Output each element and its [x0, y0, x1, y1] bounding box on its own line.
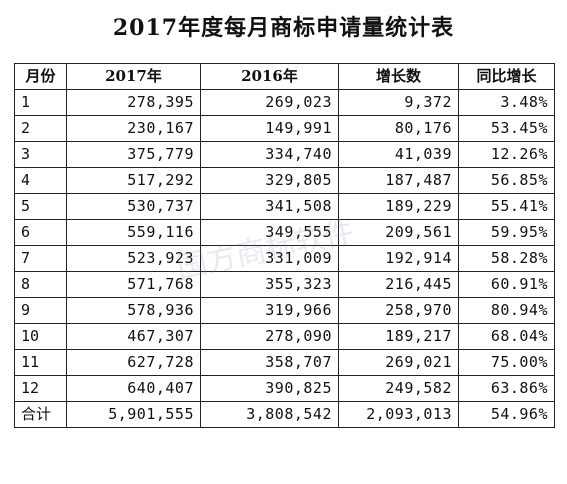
table-row: 6 559,116 349,555 209,561 59.95%	[14, 219, 555, 246]
yoy-growth-cell: 12.26%	[458, 141, 555, 168]
header-month: 月份	[14, 63, 67, 90]
table-title: 2017年度每月商标申请量统计表	[112, 15, 455, 41]
table-row: 11 627,728 358,707 269,021 75.00%	[14, 349, 555, 376]
table-row: 8 571,768 355,323 216,445 60.91%	[14, 271, 555, 298]
total-2017: 5,901,555	[66, 401, 201, 428]
table-row: 3 375,779 334,740 41,039 12.26%	[14, 141, 555, 168]
yoy-growth-cell: 3.48%	[458, 89, 555, 116]
increase-cell: 189,217	[338, 323, 459, 350]
yoy-growth-cell: 60.91%	[458, 271, 555, 298]
value-2017-cell: 571,768	[66, 271, 201, 298]
month-cell: 8	[14, 271, 67, 298]
increase-cell: 269,021	[338, 349, 459, 376]
value-2017-cell: 640,407	[66, 375, 201, 402]
table-row: 5 530,737 341,508 189,229 55.41%	[14, 193, 555, 220]
value-2016-cell: 331,009	[200, 245, 339, 272]
table-row: 2 230,167 149,991 80,176 53.45%	[14, 115, 555, 142]
month-cell: 6	[14, 219, 67, 246]
value-2017-cell: 627,728	[66, 349, 201, 376]
month-cell: 2	[14, 115, 67, 142]
header-2017: 2017年	[66, 63, 201, 90]
increase-cell: 41,039	[338, 141, 459, 168]
value-2017-cell: 578,936	[66, 297, 201, 324]
header-yoy-growth: 同比增长	[458, 63, 555, 90]
increase-cell: 249,582	[338, 375, 459, 402]
table-row: 7 523,923 331,009 192,914 58.28%	[14, 245, 555, 272]
total-label: 合计	[14, 401, 67, 428]
yoy-growth-cell: 80.94%	[458, 297, 555, 324]
value-2016-cell: 390,825	[200, 375, 339, 402]
value-2017-cell: 375,779	[66, 141, 201, 168]
increase-cell: 192,914	[338, 245, 459, 272]
month-cell: 5	[14, 193, 67, 220]
header-increase: 增长数	[338, 63, 459, 90]
increase-cell: 9,372	[338, 89, 459, 116]
total-2016: 3,808,542	[200, 401, 339, 428]
value-2016-cell: 319,966	[200, 297, 339, 324]
month-cell: 3	[14, 141, 67, 168]
value-2016-cell: 349,555	[200, 219, 339, 246]
value-2017-cell: 467,307	[66, 323, 201, 350]
increase-cell: 209,561	[338, 219, 459, 246]
yoy-growth-cell: 56.85%	[458, 167, 555, 194]
yoy-growth-cell: 53.45%	[458, 115, 555, 142]
total-row: 合计 5,901,555 3,808,542 2,093,013 54.96%	[14, 401, 555, 428]
value-2017-cell: 517,292	[66, 167, 201, 194]
month-cell: 1	[14, 89, 67, 116]
value-2016-cell: 329,805	[200, 167, 339, 194]
value-2017-cell: 530,737	[66, 193, 201, 220]
month-cell: 11	[14, 349, 67, 376]
table-row: 12 640,407 390,825 249,582 63.86%	[14, 375, 555, 402]
yoy-growth-cell: 75.00%	[458, 349, 555, 376]
table-row: 4 517,292 329,805 187,487 56.85%	[14, 167, 555, 194]
total-yoy-growth: 54.96%	[458, 401, 555, 428]
yoy-growth-cell: 68.04%	[458, 323, 555, 350]
table-row: 10 467,307 278,090 189,217 68.04%	[14, 323, 555, 350]
value-2017-cell: 230,167	[66, 115, 201, 142]
increase-cell: 187,487	[338, 167, 459, 194]
header-row: 月份 2017年 2016年 增长数 同比增长	[14, 63, 555, 90]
month-cell: 9	[14, 297, 67, 324]
table-row: 9 578,936 319,966 258,970 80.94%	[14, 297, 555, 324]
month-cell: 10	[14, 323, 67, 350]
value-2017-cell: 523,923	[66, 245, 201, 272]
value-2017-cell: 278,395	[66, 89, 201, 116]
value-2016-cell: 334,740	[200, 141, 339, 168]
value-2016-cell: 149,991	[200, 115, 339, 142]
total-increase: 2,093,013	[338, 401, 459, 428]
value-2016-cell: 355,323	[200, 271, 339, 298]
yoy-growth-cell: 58.28%	[458, 245, 555, 272]
increase-cell: 258,970	[338, 297, 459, 324]
table-row: 1 278,395 269,023 9,372 3.48%	[14, 89, 555, 116]
month-cell: 4	[14, 167, 67, 194]
month-cell: 7	[14, 245, 67, 272]
yoy-growth-cell: 59.95%	[458, 219, 555, 246]
yoy-growth-cell: 55.41%	[458, 193, 555, 220]
increase-cell: 189,229	[338, 193, 459, 220]
value-2016-cell: 341,508	[200, 193, 339, 220]
header-2016: 2016年	[200, 63, 339, 90]
month-cell: 12	[14, 375, 67, 402]
value-2016-cell: 358,707	[200, 349, 339, 376]
increase-cell: 80,176	[338, 115, 459, 142]
value-2017-cell: 559,116	[66, 219, 201, 246]
table-body: 1 278,395 269,023 9,372 3.48% 2 230,167 149,991…	[14, 89, 555, 402]
value-2016-cell: 269,023	[200, 89, 339, 116]
yoy-growth-cell: 63.86%	[458, 375, 555, 402]
value-2016-cell: 278,090	[200, 323, 339, 350]
increase-cell: 216,445	[338, 271, 459, 298]
trademark-statistics-table: 月份 2017年 2016年 增长数 同比增长 1 278,395 269,023 9…	[14, 63, 555, 428]
